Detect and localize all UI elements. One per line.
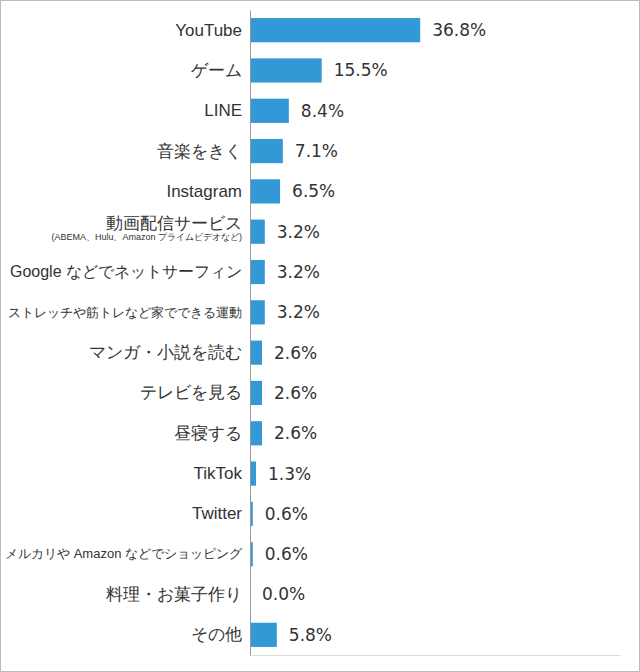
bar <box>250 58 322 82</box>
data-labels: 36.8% 15.5% 8.4% 7.1% 6.5% 3.2% 3.2% 3.2% 2.6% 2.… <box>262 20 486 645</box>
data-label: 3.2% <box>277 222 320 242</box>
bars <box>250 18 420 647</box>
y-tick-label: テレビを見る <box>140 383 242 402</box>
y-tick: 動画配信サービス(ABEMA、Hulu、Amazon プライムビデオなど) <box>51 214 250 241</box>
y-tick: テレビを見る <box>140 383 250 402</box>
y-tick: その他 <box>191 625 250 644</box>
bar <box>250 623 277 647</box>
data-label: 2.6% <box>274 423 317 443</box>
bar <box>250 99 289 123</box>
bar <box>250 139 283 163</box>
data-label: 3.2% <box>277 262 320 282</box>
data-label: 2.6% <box>274 383 317 403</box>
y-tick-label: YouTube <box>175 21 242 40</box>
y-tick-label: TikTok <box>194 464 243 483</box>
y-tick: LINE <box>204 101 250 120</box>
y-tick: Google などでネットサーフィン <box>10 263 250 280</box>
y-tick-label: Twitter <box>192 504 242 523</box>
bar <box>250 300 265 324</box>
bar <box>250 18 420 42</box>
y-tick: 料理・お菓子作り <box>106 585 250 604</box>
data-label: 6.5% <box>292 181 335 201</box>
data-label: 5.8% <box>289 625 332 645</box>
y-tick-label: マンガ・小説を読む <box>89 343 242 362</box>
data-label: 15.5% <box>334 60 388 80</box>
frame <box>1 1 640 672</box>
y-tick-label: ストレッチや筋トレなど家でできる運動 <box>8 305 242 320</box>
bar <box>250 220 265 244</box>
data-label: 2.6% <box>274 343 317 363</box>
y-tick-label: Instagram <box>166 182 242 201</box>
data-label: 0.6% <box>265 544 308 564</box>
y-axis: YouTube ゲーム LINE 音楽をきく Instagram 動画配信サービス(ABE… <box>5 11 250 656</box>
bar <box>250 421 262 445</box>
x-axis <box>251 655 621 656</box>
y-axis-line <box>250 11 251 656</box>
y-tick-label: 料理・お菓子作り <box>106 585 242 604</box>
bar <box>250 260 265 284</box>
y-tick-label: 昼寝する <box>174 424 242 443</box>
y-tick: マンガ・小説を読む <box>89 343 250 362</box>
y-tick-label: 動画配信サービス(ABEMA、Hulu、Amazon プライムビデオなど) <box>51 214 242 241</box>
y-tick-label: メルカリや Amazon などでショッピング <box>5 546 243 561</box>
data-label: 0.0% <box>262 584 305 604</box>
y-tick: ゲーム <box>191 61 250 80</box>
chart: YouTube ゲーム LINE 音楽をきく Instagram 動画配信サービス(ABE… <box>0 0 640 672</box>
y-tick: 昼寝する <box>174 424 250 443</box>
x-axis-line <box>251 655 621 656</box>
bar <box>250 381 262 405</box>
data-label: 0.6% <box>265 504 308 524</box>
y-tick-label: その他 <box>191 625 242 644</box>
y-tick-label: ゲーム <box>191 61 242 80</box>
y-tick-label: LINE <box>204 101 242 120</box>
y-tick-label: Google などでネットサーフィン <box>10 263 242 280</box>
data-label: 36.8% <box>432 20 486 40</box>
bar <box>250 179 280 203</box>
y-tick: ストレッチや筋トレなど家でできる運動 <box>8 305 250 320</box>
bar <box>250 341 262 365</box>
y-tick: メルカリや Amazon などでショッピング <box>5 546 250 561</box>
y-tick: Instagram <box>166 182 250 201</box>
y-tick: TikTok <box>194 464 251 483</box>
data-label: 3.2% <box>277 302 320 322</box>
y-tick: Twitter <box>192 504 250 523</box>
y-tick: 音楽をきく <box>157 142 250 161</box>
data-label: 8.4% <box>301 101 344 121</box>
data-label: 7.1% <box>295 141 338 161</box>
y-tick: YouTube <box>175 21 250 40</box>
data-label: 1.3% <box>268 464 311 484</box>
y-tick-label: 音楽をきく <box>157 142 242 161</box>
